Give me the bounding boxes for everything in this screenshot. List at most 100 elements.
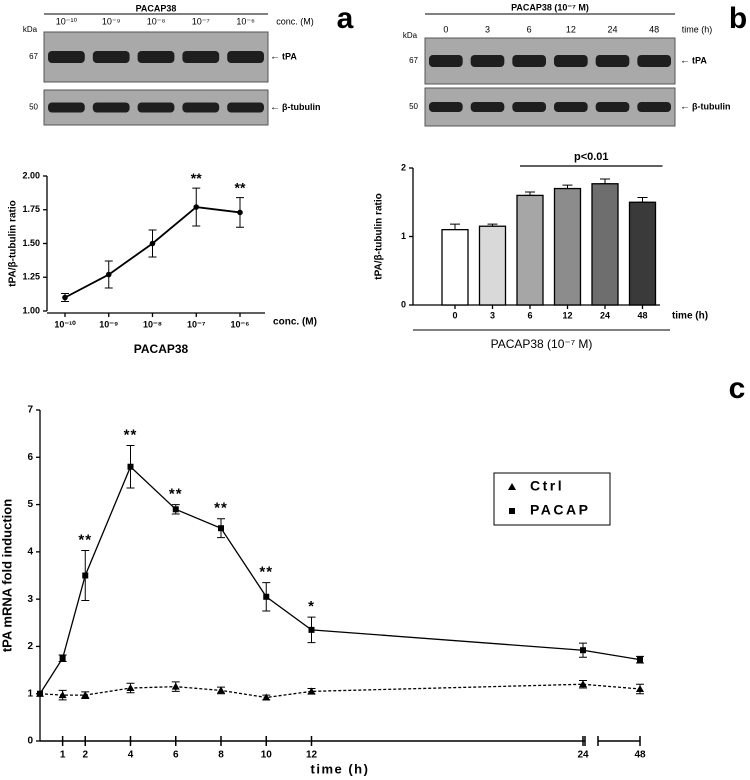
error-bar [600,178,610,185]
blot-band [595,102,630,112]
legend-marker [509,508,515,514]
blot-band [137,51,175,63]
blot-band [470,55,505,67]
blot-band [92,51,130,63]
blot-band [137,102,175,113]
bar [591,183,619,306]
blot-title: PACAP38 (10⁻⁷ M) [511,2,589,12]
blot-lane-label: 10⁻⁹ [102,16,121,26]
blot-image [424,87,676,127]
blot-lane-unit: time (h) [682,24,713,34]
data-point [263,593,270,600]
data-point [126,684,135,692]
data-point [217,686,225,694]
blot-lane-label: 10⁻⁷ [192,16,210,26]
y-tick-label: 1 [401,231,406,241]
kda-label: kDa [403,31,418,40]
x-tick-label: 8 [218,750,224,761]
data-point [58,691,67,699]
significance-marker: ** [124,426,138,443]
y-tick-label: 3 [27,594,33,605]
data-point [307,687,316,695]
x-unit-label: time (h) [672,311,708,322]
panel-label: c [729,372,746,405]
x-tick-label: 2 [82,750,88,761]
x-axis-label: PACAP38 (10⁻⁷ M) [491,337,593,351]
data-point [579,680,587,688]
y-tick-label: 7 [27,405,33,416]
y-axis-label: tPA/β-tubulin ratio [8,200,19,286]
error-bar [450,223,460,231]
blot-band [512,55,546,67]
bar [553,187,582,306]
x-tick-label: 3 [490,310,495,320]
blot-arrow: ← [270,52,280,63]
data-point [82,572,89,579]
y-tick-label: 1.25 [22,272,40,282]
panel-label: a [337,2,354,35]
legend-marker [508,483,516,490]
y-tick-label: 1.50 [22,238,40,248]
x-tick-label: 48 [634,750,646,761]
blot-band [48,102,85,113]
data-point [62,294,68,301]
blot-band [182,51,220,63]
x-tick-label: 48 [637,310,647,320]
significance-marker: ** [78,531,92,548]
x-tick-label: 6 [527,310,532,320]
blot-band [554,55,588,67]
x-tick-label: 10⁻¹⁰ [54,319,76,329]
bar [478,225,507,306]
blot-marker: 50 [29,103,38,112]
data-point [580,647,586,654]
blot-band [470,102,505,112]
x-tick-label: 24 [600,310,610,320]
blot-lane-label: 24 [607,24,617,34]
blot-band [227,51,264,63]
significance-label: p<0.01 [574,151,609,163]
error-bar [637,196,648,203]
blot-band [227,102,264,113]
blot-lane-label: 0 [443,24,448,34]
blot-arrow: ← [680,56,690,67]
bar [516,194,544,306]
y-tick-label: 4 [27,546,33,557]
blot-band [48,51,85,63]
series-line [39,465,641,695]
data-point [636,684,644,692]
blot-marker: 50 [409,102,418,111]
significance-marker: ** [214,500,228,517]
blot-image [424,37,676,85]
blot-lane-label: 6 [527,24,532,34]
x-tick-label: 10⁻⁶ [231,319,250,329]
data-point [637,656,643,663]
significance-marker: ** [235,179,246,195]
x-tick-label: 1 [60,750,66,761]
blot-band-label: tPA [692,55,707,65]
blot-lane-unit: conc. (M) [276,16,314,26]
data-point [308,626,315,633]
blot-band [637,55,671,67]
blot-arrow: ← [270,102,280,113]
blot-band [92,102,130,113]
legend-label: Ctrl [530,478,564,494]
y-tick-label: 0 [27,736,33,747]
y-tick-label: 2.00 [22,170,40,180]
y-tick-label: 1 [27,688,33,699]
blot-lane-label: 10⁻⁸ [147,16,166,26]
blot-band [595,55,630,67]
blot-lane-label: 48 [649,24,659,34]
blot-band-label: β-tubulin [282,102,320,112]
x-tick-label: 4 [128,750,134,761]
significance-marker: ** [191,170,202,186]
y-tick-label: 0 [401,299,406,309]
x-tick-label: 12 [562,310,572,320]
data-point [149,240,156,247]
significance-marker: * [308,598,315,615]
x-axis-label: time (h) [311,761,370,776]
y-tick-label: 2 [401,162,406,172]
panel-label: b [729,2,747,35]
x-tick-label: 10⁻⁷ [187,319,206,329]
data-point [172,506,179,513]
